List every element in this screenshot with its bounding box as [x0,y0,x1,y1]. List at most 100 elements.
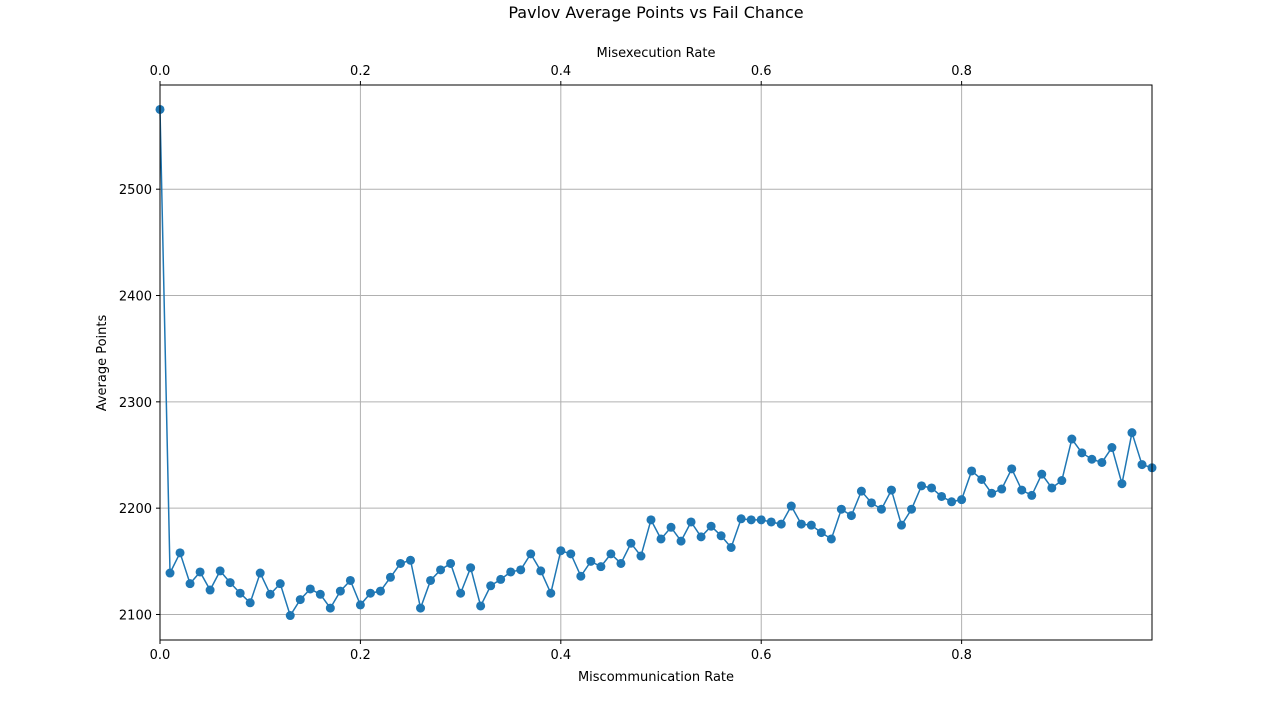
data-point [816,528,826,538]
series-layer [155,104,1157,621]
data-point [576,571,586,581]
x-tick-label: 0.4 [550,648,571,663]
data-point [325,603,335,613]
data-point [385,572,395,582]
data-point [486,581,496,591]
data-point [987,488,997,498]
ticks: 0.0 0.2 0.4 0.6 0.8 0.0 0.2 0.4 0.6 0.8 2100 2200 23… [119,64,972,663]
data-point [776,519,786,529]
data-point [796,519,806,529]
y-tick-label: 2400 [119,290,152,305]
data-point [265,589,275,599]
data-point [947,497,957,507]
data-point [1127,428,1137,438]
data-point [195,567,205,577]
data-point [876,504,886,514]
data-point [917,481,927,491]
data-point [666,522,676,532]
data-point [1037,469,1047,479]
data-point [706,521,716,531]
data-point [836,504,846,514]
data-point [526,549,536,559]
data-point [456,588,466,598]
data-point [335,586,345,596]
y-tick-label: 2500 [119,183,152,198]
data-point [345,575,355,585]
data-point [566,549,576,559]
data-point [1007,464,1017,474]
data-point [786,501,796,511]
data-point [516,565,526,575]
data-point [997,484,1007,494]
data-point [285,611,295,621]
data-point [596,562,606,572]
data-point [746,515,756,525]
x-tick-label: 0.2 [350,648,371,663]
data-point [185,579,195,589]
data-point [846,511,856,521]
data-point [927,483,937,493]
data-point [466,563,476,573]
x-tick-label: 0.6 [751,648,772,663]
x-tick-label: 0.8 [951,648,972,663]
data-point [1137,460,1147,470]
data-point [255,568,265,578]
data-point [606,549,616,559]
data-point [736,514,746,524]
data-point [506,567,516,577]
data-point [496,574,506,584]
data-point [1097,457,1107,467]
data-point [446,558,456,568]
data-point [696,532,706,542]
plot-frame [159,84,1153,641]
grid [159,85,1152,640]
top-x-axis-title: Misexecution Rate [597,46,716,61]
data-point [355,600,365,610]
data-point [556,546,566,556]
x-tick-label: 0.0 [150,648,171,663]
data-point [716,531,726,541]
data-point [886,485,896,495]
data-point [937,491,947,501]
data-point [205,585,215,595]
data-point [977,474,987,484]
data-point [907,504,917,514]
data-point [436,565,446,575]
data-point [896,520,906,530]
data-point [636,551,646,561]
data-point [315,589,325,599]
y-tick-label: 2200 [119,502,152,517]
data-point [1027,490,1037,500]
data-point [586,556,596,566]
data-point [1107,443,1117,453]
x-axis-title: Miscommunication Rate [578,670,734,685]
data-point [175,548,185,558]
chart-title: Pavlov Average Points vs Fail Chance [508,3,803,22]
data-point [375,586,385,596]
data-point [957,495,967,505]
data-point [275,579,285,589]
data-point [536,566,546,576]
data-point [476,601,486,611]
y-tick-label: 2100 [119,608,152,623]
data-point [165,568,175,578]
top-x-tick-label: 0.2 [350,64,371,79]
data-point [305,584,315,594]
y-axis-title: Average Points [95,314,110,411]
series-line [159,109,1153,618]
data-point [395,558,405,568]
top-x-tick-label: 0.8 [951,64,972,79]
data-point [967,466,977,476]
top-x-tick-label: 0.4 [550,64,571,79]
data-point [656,534,666,544]
top-x-tick-label: 0.0 [150,64,171,79]
data-point [245,598,255,608]
data-point [866,498,876,508]
data-point [726,543,736,552]
data-point [546,588,556,598]
data-point [1087,454,1097,464]
data-point [215,566,225,576]
data-point [426,575,436,585]
